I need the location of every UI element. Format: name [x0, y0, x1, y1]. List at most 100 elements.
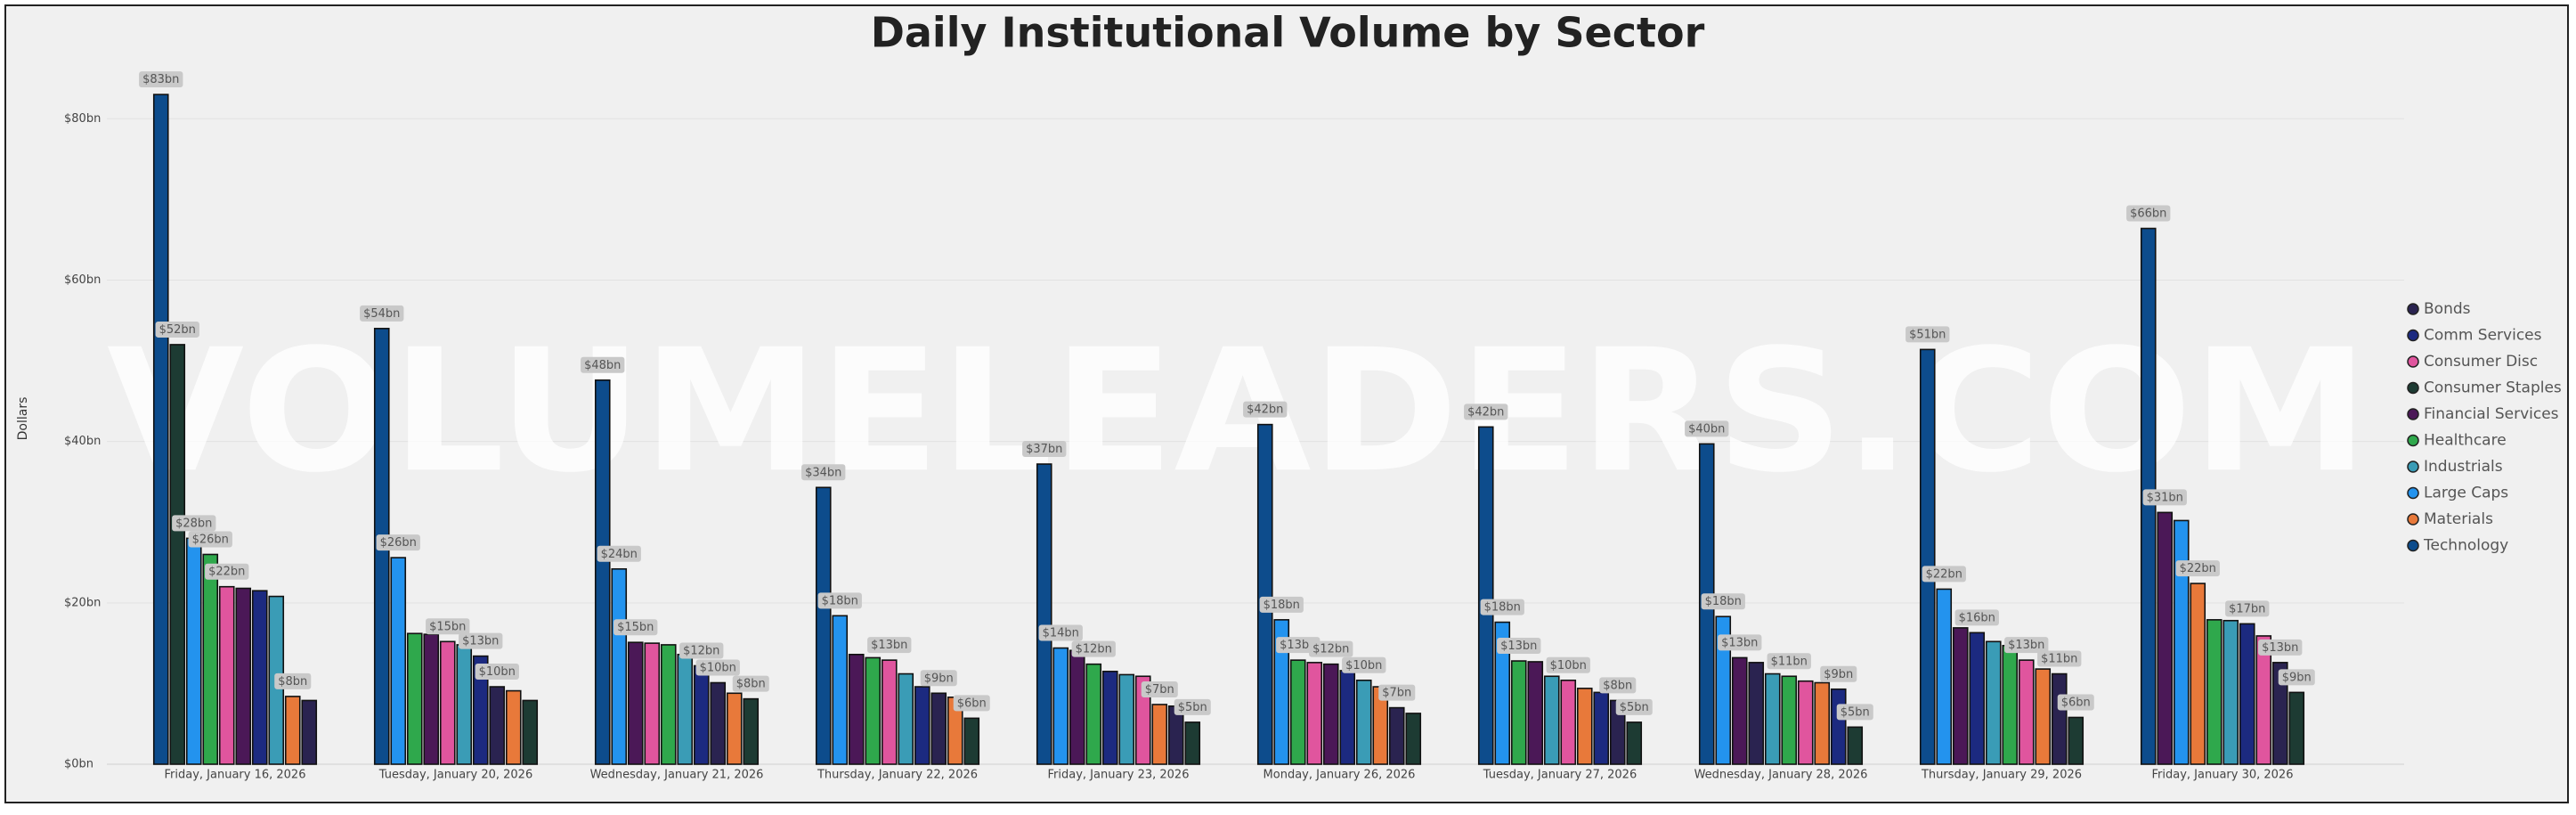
x-tick-label: Wednesday, January 28, 2026 [1694, 769, 1868, 782]
bar [1273, 619, 1290, 765]
value-label-group: $13bn [1276, 637, 1321, 654]
value-label-box [205, 563, 249, 580]
bar [693, 664, 710, 765]
value-label: $18bn [1484, 601, 1521, 615]
value-label: $13bn [2008, 639, 2044, 652]
value-label: $16bn [1959, 611, 1995, 624]
value-label-group: $13bn [2004, 637, 2049, 654]
value-label: $22bn [2180, 562, 2216, 575]
bar [406, 632, 423, 765]
value-label: $54bn [363, 307, 400, 321]
bar [1118, 673, 1135, 765]
value-label-box [1464, 403, 1508, 420]
value-label-group: $22bn [1922, 566, 1966, 583]
value-label-group: $13bn [2258, 639, 2303, 656]
value-label: $15bn [617, 621, 654, 634]
bar [2157, 511, 2174, 765]
value-label-group: $28bn [172, 515, 216, 532]
value-label: $24bn [601, 548, 638, 561]
bar [2173, 519, 2190, 765]
y-tick-label: $20bn [64, 596, 101, 609]
value-label-box [1820, 665, 1857, 682]
value-label: $10bn [1550, 659, 1587, 672]
bar [1322, 663, 1339, 765]
bar [1085, 663, 1102, 765]
bar [235, 587, 252, 765]
value-label-group: $66bn [2126, 205, 2171, 222]
value-label-group: $40bn [1685, 420, 1729, 437]
value-label: $17bn [2229, 602, 2265, 615]
value-label-box [2057, 694, 2094, 711]
legend-marker [2407, 434, 2419, 447]
x-tick-label: Friday, January 16, 2026 [165, 769, 306, 782]
x-tick-label: Wednesday, January 21, 2026 [590, 769, 764, 782]
value-label-group: $9bn [920, 670, 957, 687]
value-label-box [1701, 593, 1745, 610]
value-label-group: $24bn [597, 545, 641, 562]
value-label: $9bn [2282, 671, 2312, 684]
value-label: $13bn [1500, 640, 1537, 653]
value-label: $13bn [2262, 641, 2298, 655]
value-label-box [2126, 205, 2171, 222]
legend-marker [2407, 460, 2419, 473]
value-label-group: $13bn [1497, 638, 1541, 655]
y-tick-label: $80bn [64, 112, 101, 126]
bar [914, 686, 930, 765]
bar [1101, 671, 1118, 765]
bar [472, 655, 489, 765]
bar [930, 692, 947, 765]
value-label-box [953, 695, 990, 712]
value-label-group: $12bn [679, 642, 724, 659]
bar [2018, 659, 2035, 765]
value-label-group: $26bn [188, 531, 232, 548]
value-label-box [1906, 326, 1950, 343]
bar [848, 653, 865, 765]
legend-label: Healthcare [2424, 432, 2507, 450]
bar [2255, 635, 2272, 765]
value-label-group: $11bn [2037, 650, 2082, 667]
legend-marker [2407, 303, 2419, 315]
legend-label: Bonds [2424, 300, 2471, 318]
x-tick-label: Friday, January 23, 2026 [1048, 769, 1190, 782]
value-label-group: $37bn [1022, 441, 1067, 458]
bar [1477, 426, 1494, 765]
bar [2206, 619, 2223, 765]
bar [2190, 583, 2206, 765]
bar [185, 537, 202, 765]
value-label-box [1071, 640, 1116, 657]
bar [1184, 721, 1201, 765]
bar [202, 553, 219, 765]
value-label-box [581, 356, 625, 373]
bar [710, 681, 727, 765]
value-label-group: $16bn [1954, 609, 1999, 626]
value-label: $48bn [584, 359, 621, 372]
value-label: $13bn [1280, 639, 1316, 652]
bar [1969, 632, 1986, 765]
value-label-box [597, 545, 641, 562]
bar [1069, 649, 1085, 765]
bar [644, 642, 661, 765]
bar [1527, 661, 1544, 765]
y-axis-label: Dollars [16, 397, 30, 441]
bar [1052, 647, 1069, 765]
value-label-group: $83bn [139, 71, 183, 88]
bar [2035, 668, 2052, 765]
bar [1748, 662, 1765, 765]
bar [594, 379, 611, 765]
legend-label: Large Caps [2424, 485, 2508, 502]
bar [456, 644, 473, 765]
bar [1731, 656, 1748, 765]
value-label: $7bn [1145, 683, 1174, 697]
value-label-box [1038, 624, 1083, 641]
bar [898, 672, 914, 765]
value-label-group: $12bn [1071, 640, 1116, 657]
legend-marker [2407, 486, 2419, 500]
legend-marker [2407, 381, 2419, 395]
value-label-box [459, 632, 503, 649]
bar [152, 94, 169, 765]
value-label: $12bn [683, 644, 719, 657]
value-label-group: $18bn [1480, 599, 1524, 615]
value-label-box [679, 642, 724, 659]
x-tick-label: Friday, January 30, 2026 [2152, 769, 2294, 782]
value-label-box [1836, 704, 1873, 721]
